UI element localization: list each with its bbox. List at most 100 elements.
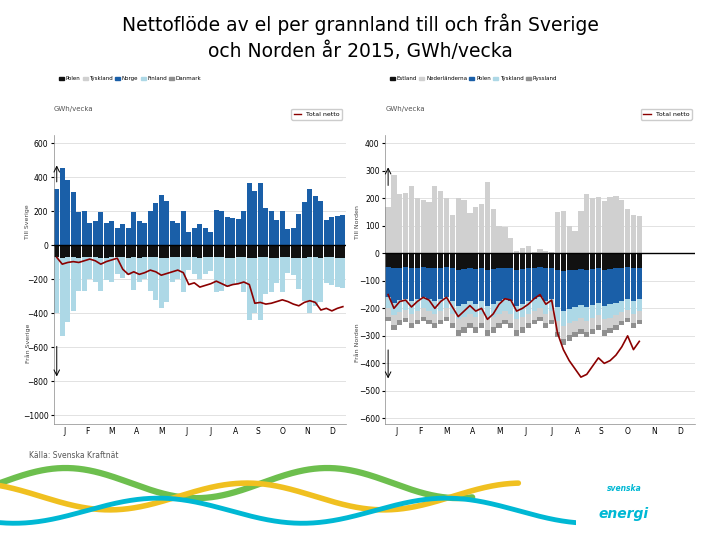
Bar [114,228,120,246]
Bar [531,320,537,324]
Bar [631,323,636,328]
Bar [473,317,478,327]
Bar [181,246,186,258]
Bar [602,319,607,330]
Bar [192,228,197,246]
Bar [415,268,420,299]
Bar [329,246,334,257]
Bar [526,301,531,314]
Bar [420,267,426,298]
Bar [181,211,186,246]
Bar [608,269,613,305]
Bar [392,303,397,315]
Bar [619,312,624,321]
Bar [258,183,263,246]
Text: Till Norden: Till Norden [355,205,360,239]
Bar [567,335,572,341]
Bar [485,306,490,319]
Bar [280,211,285,246]
Bar [619,268,624,301]
Bar [555,212,560,253]
Bar [87,224,92,246]
Bar [584,307,590,321]
Bar [71,246,76,258]
Bar [420,316,426,321]
Bar [462,303,467,317]
Bar [392,325,397,330]
Bar [608,305,613,318]
Bar [456,198,461,253]
Bar [572,253,577,270]
Bar [531,252,537,253]
Bar [432,301,438,314]
Bar [619,253,624,268]
Bar [76,212,81,246]
Bar [438,268,444,299]
Bar [567,309,572,323]
Bar [392,175,397,253]
Bar [497,268,502,301]
Bar [220,212,225,246]
Bar [420,253,426,267]
Bar [567,253,572,271]
Bar [76,258,81,291]
Bar [572,270,577,307]
Bar [335,215,340,246]
Bar [54,246,59,258]
Bar [225,246,230,258]
Bar [567,226,572,253]
Bar [313,257,318,306]
Bar [555,270,560,307]
Bar [99,246,103,258]
Bar [126,246,131,258]
Bar [274,246,279,258]
Bar [485,182,490,253]
Bar [82,257,86,291]
Bar [590,305,595,318]
Bar [415,320,420,324]
Bar [572,231,577,253]
Bar [438,320,444,324]
Bar [280,246,285,257]
Bar [595,325,601,330]
Bar [631,253,636,268]
Bar [409,186,414,253]
Bar [444,316,449,321]
Bar [170,246,175,257]
Bar [578,329,583,334]
Bar [467,253,472,268]
Bar [297,246,301,258]
Bar [467,301,472,314]
Bar [225,258,230,287]
Bar [385,267,391,298]
Bar [543,253,549,268]
Bar [236,219,240,246]
Bar [555,332,560,337]
Bar [403,253,408,267]
Bar [444,308,449,316]
Bar [503,299,508,311]
Bar [572,332,577,337]
Bar [148,212,153,246]
Bar [170,221,175,246]
Bar [403,310,408,318]
Bar [71,192,76,246]
Bar [264,208,269,246]
Bar [54,258,59,313]
Legend: Total netto: Total netto [641,109,692,120]
Bar [613,268,618,303]
Bar [291,246,296,258]
Bar [274,220,279,246]
Bar [456,319,461,330]
Bar [397,300,402,312]
Bar [82,212,86,246]
Bar [608,197,613,253]
Bar [114,246,120,257]
Bar [120,224,125,246]
Bar [426,202,432,253]
Bar [561,339,566,345]
Bar [432,253,438,268]
Bar [60,246,65,258]
Bar [409,253,414,268]
Bar [490,327,496,333]
